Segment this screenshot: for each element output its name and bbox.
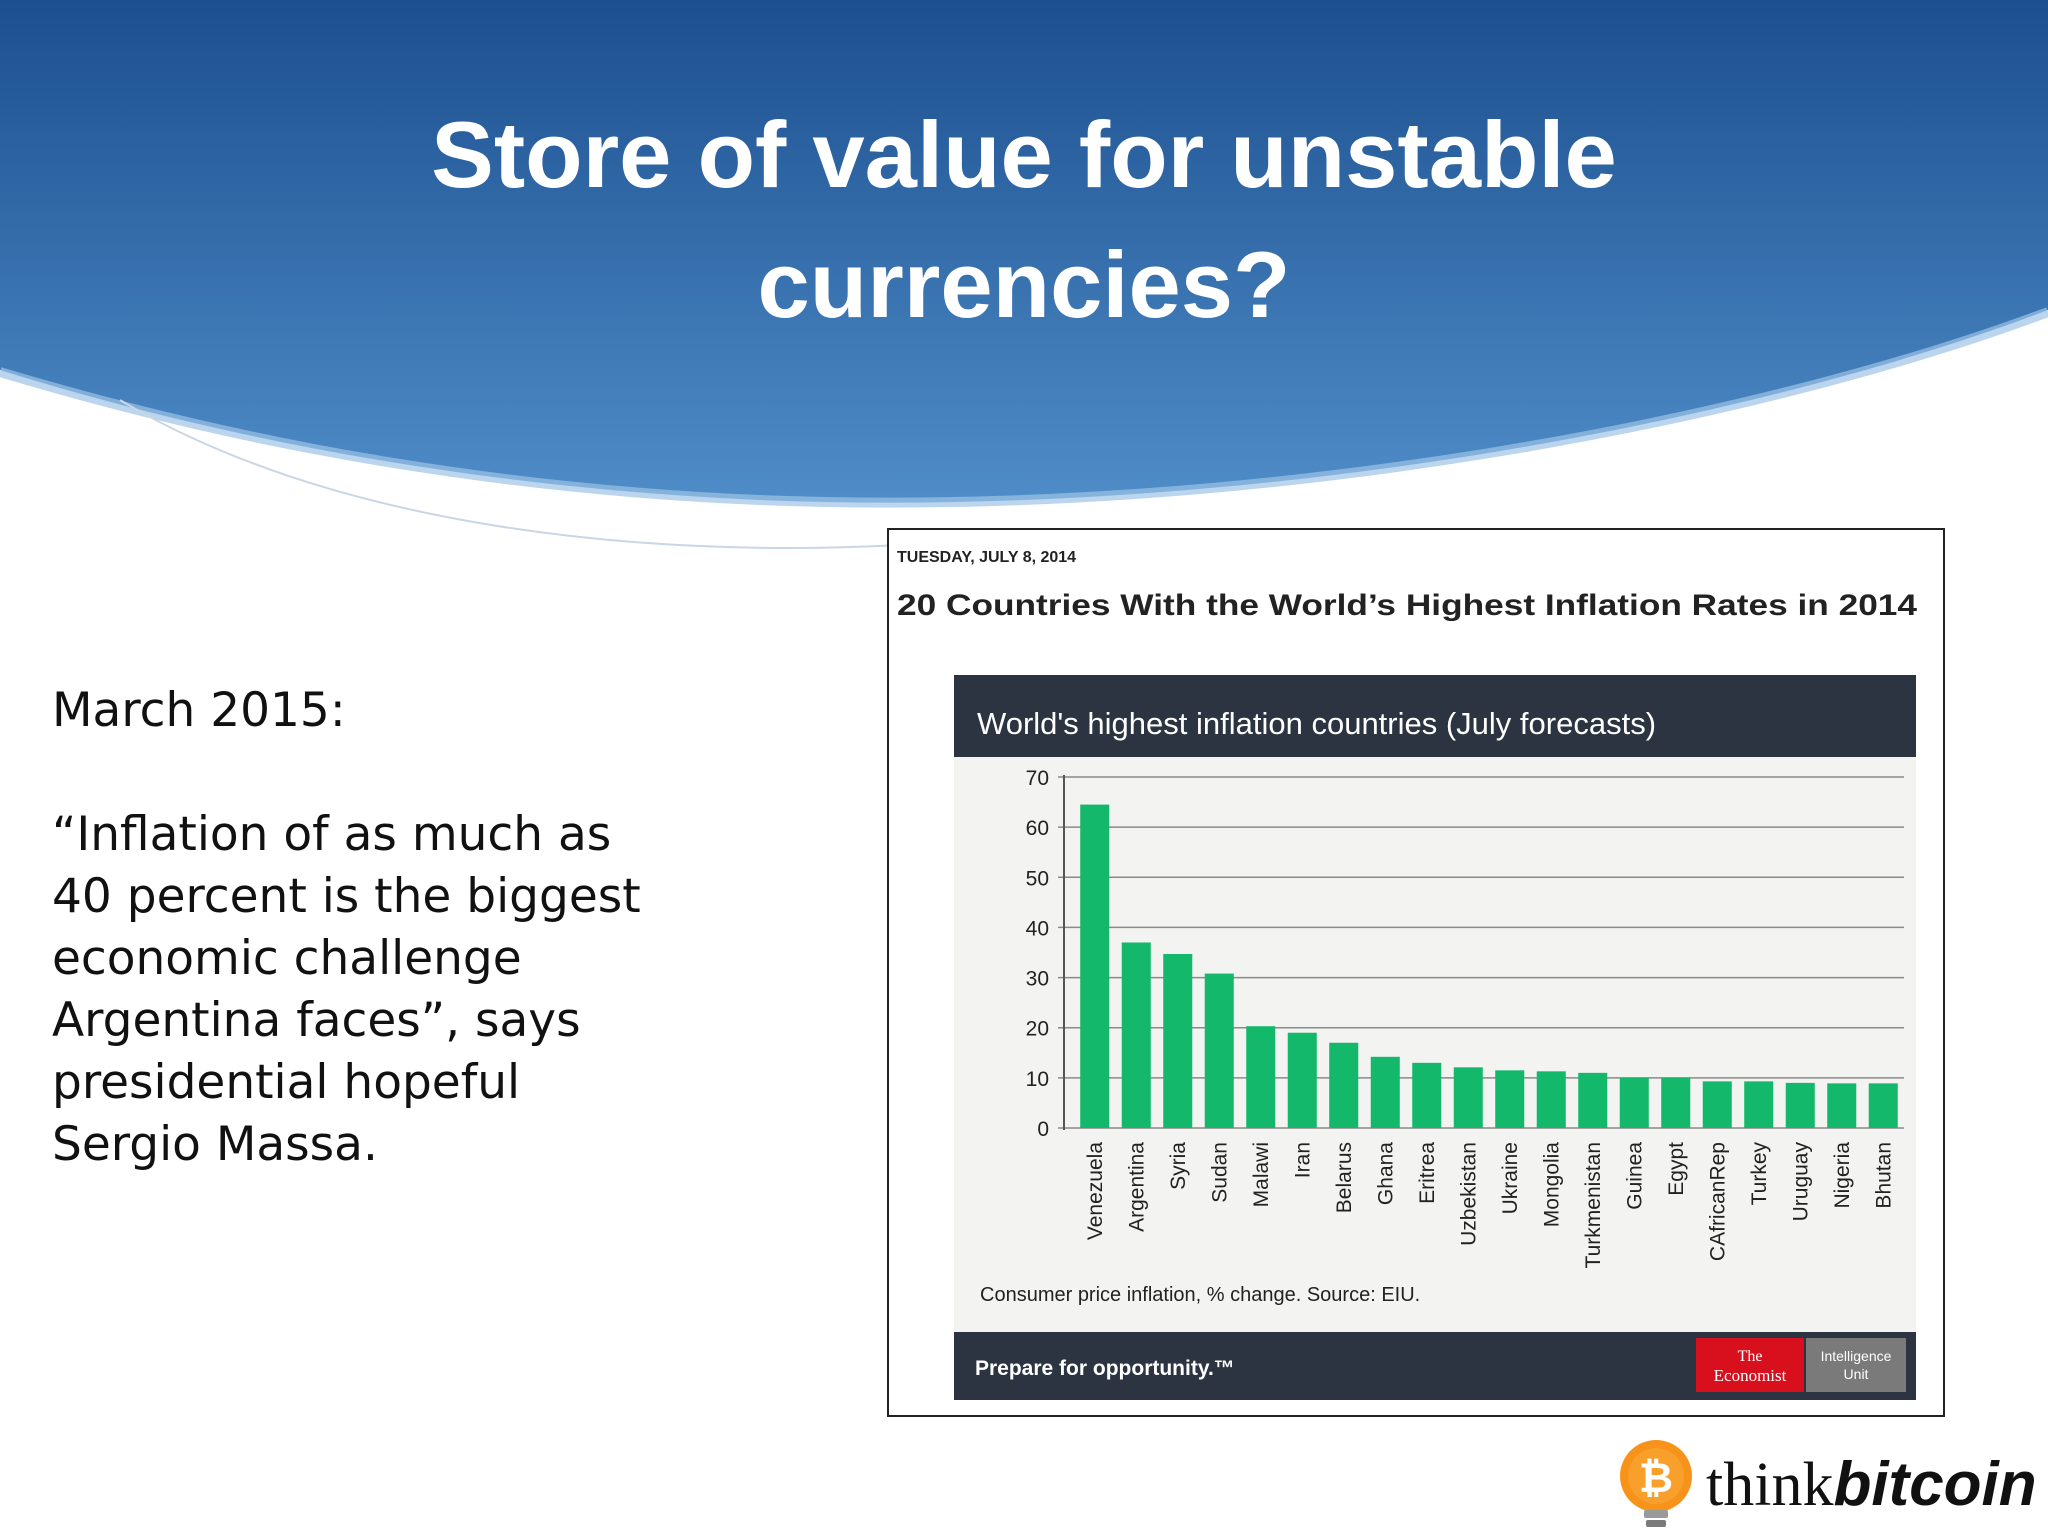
x-category-label: Malawi <box>1250 1142 1273 1207</box>
quote-line-4: Argentina faces”, says <box>52 993 581 1048</box>
quote-line-3: economic challenge <box>52 931 522 986</box>
bar-belarus <box>1329 1042 1359 1128</box>
header-swoosh-line <box>119 399 901 550</box>
chart-panel <box>954 675 1916 1355</box>
quote-line-5: presidential hopeful <box>52 1055 521 1110</box>
y-tick-label: 10 <box>1026 1068 1049 1091</box>
header-highlight <box>0 307 2048 508</box>
x-category-label: Belarus <box>1333 1142 1356 1213</box>
chart-title-band <box>954 675 1916 757</box>
slide-title: Store of value for unstable currencies? <box>0 90 2048 350</box>
bar-syria <box>1163 954 1193 1128</box>
x-category-label: Argentina <box>1125 1142 1148 1232</box>
header-background <box>0 0 2048 550</box>
x-category-label: Turkmenistan <box>1582 1142 1605 1268</box>
x-category-label: Syria <box>1167 1142 1190 1190</box>
y-tick-label: 30 <box>1026 968 1049 991</box>
x-axis-labels: Venezuela Argentina Syria Sudan Malawi Iran Be… <box>1084 1142 1896 1269</box>
brand-wordmark: thinkbitcoin <box>1706 1450 2037 1520</box>
bitcoin-symbol: ₿ <box>1639 1453 1673 1502</box>
chart-bars <box>1080 804 1898 1128</box>
eiu-logo <box>1806 1338 1906 1392</box>
inflation-chart: TUESDAY, JULY 8, 2014 20 Countries With … <box>897 549 1917 1400</box>
x-category-label: Sudan <box>1208 1142 1231 1203</box>
chart-title: World's highest inflation countries (Jul… <box>977 706 1656 741</box>
thinkbitcoin-logo: ₿ thinkbitcoin <box>1614 1438 2037 1532</box>
x-category-label: Eritrea <box>1416 1142 1439 1204</box>
bar-venezuela <box>1080 804 1110 1128</box>
x-category-label: Egypt <box>1665 1142 1688 1196</box>
x-category-label: Mongolia <box>1540 1142 1563 1228</box>
bar-uruguay <box>1785 1082 1815 1128</box>
date-line: March 2015: <box>52 683 346 738</box>
bar-malawi <box>1246 1026 1276 1128</box>
economist-logo <box>1696 1338 1804 1392</box>
brand-think: think <box>1706 1451 1834 1519</box>
article-headline: 20 Countries With the World’s Highest In… <box>897 589 1917 622</box>
bar-mongolia <box>1536 1071 1566 1128</box>
x-category-label: Ghana <box>1374 1142 1397 1205</box>
x-category-label: Nigeria <box>1831 1142 1854 1209</box>
x-category-label: Iran <box>1291 1142 1314 1178</box>
body-text: March 2015: “Inflation of as much as 40 … <box>52 680 772 1176</box>
economist-logo-text-1: The <box>1738 1348 1763 1365</box>
bar-uzbekistan <box>1453 1067 1483 1128</box>
bitcoin-bulb-icon: ₿ <box>1620 1440 1692 1527</box>
economist-logo-text-2: Economist <box>1714 1366 1787 1385</box>
y-tick-label: 40 <box>1026 917 1049 940</box>
bar-ghana <box>1370 1056 1400 1128</box>
y-tick-label: 60 <box>1026 817 1049 840</box>
bar-bhutan <box>1868 1083 1898 1128</box>
article-screenshot: TUESDAY, JULY 8, 2014 20 Countries With … <box>887 528 1945 1417</box>
bar-eritrea <box>1412 1062 1442 1128</box>
bar-argentina <box>1121 942 1151 1128</box>
bar-sudan <box>1204 973 1234 1128</box>
y-tick-label: 70 <box>1026 767 1049 790</box>
footer-tagline: Prepare for opportunity.™ <box>975 1357 1235 1380</box>
bar-cafricanrep <box>1702 1081 1732 1128</box>
header-shape <box>0 0 2048 503</box>
bar-turkmenistan <box>1578 1072 1608 1128</box>
eiu-logo-text-2: Unit <box>1844 1366 1869 1382</box>
x-category-label: Bhutan <box>1872 1142 1895 1209</box>
bar-ukraine <box>1495 1070 1525 1128</box>
y-tick-label: 20 <box>1026 1018 1049 1041</box>
y-tick-label: 50 <box>1026 867 1049 890</box>
y-axis-ticks: 0 10 20 30 40 50 60 70 <box>1026 767 1049 1141</box>
bar-egypt <box>1661 1077 1691 1128</box>
slide-title-line-2: currencies? <box>757 232 1291 337</box>
quote-line-2: 40 percent is the biggest <box>52 869 641 924</box>
brand-bitcoin: bitcoin <box>1833 1450 2037 1519</box>
x-category-label: Uzbekistan <box>1457 1142 1480 1246</box>
article-dateline: TUESDAY, JULY 8, 2014 <box>897 549 1076 566</box>
x-category-label: CAfricanRep <box>1706 1142 1729 1261</box>
slide-title-line-1: Store of value for unstable <box>431 102 1617 207</box>
x-category-label: Turkey <box>1748 1142 1771 1206</box>
x-category-label: Guinea <box>1623 1142 1646 1210</box>
quote-line-1: “Inflation of as much as <box>52 807 612 862</box>
quote-line-6: Sergio Massa. <box>52 1117 378 1172</box>
bar-guinea <box>1619 1077 1649 1128</box>
eiu-logo-text-1: Intelligence <box>1821 1348 1892 1364</box>
bar-iran <box>1287 1032 1317 1128</box>
y-tick-label: 0 <box>1037 1118 1049 1141</box>
x-category-label: Uruguay <box>1789 1142 1812 1222</box>
x-category-label: Ukraine <box>1499 1142 1522 1214</box>
bitcoin-bulb-glow <box>1620 1440 1692 1512</box>
x-category-label: Venezuela <box>1084 1142 1107 1240</box>
chart-note: Consumer price inflation, % change. Sour… <box>980 1284 1420 1306</box>
bar-turkey <box>1744 1081 1774 1128</box>
bar-nigeria <box>1827 1083 1857 1128</box>
